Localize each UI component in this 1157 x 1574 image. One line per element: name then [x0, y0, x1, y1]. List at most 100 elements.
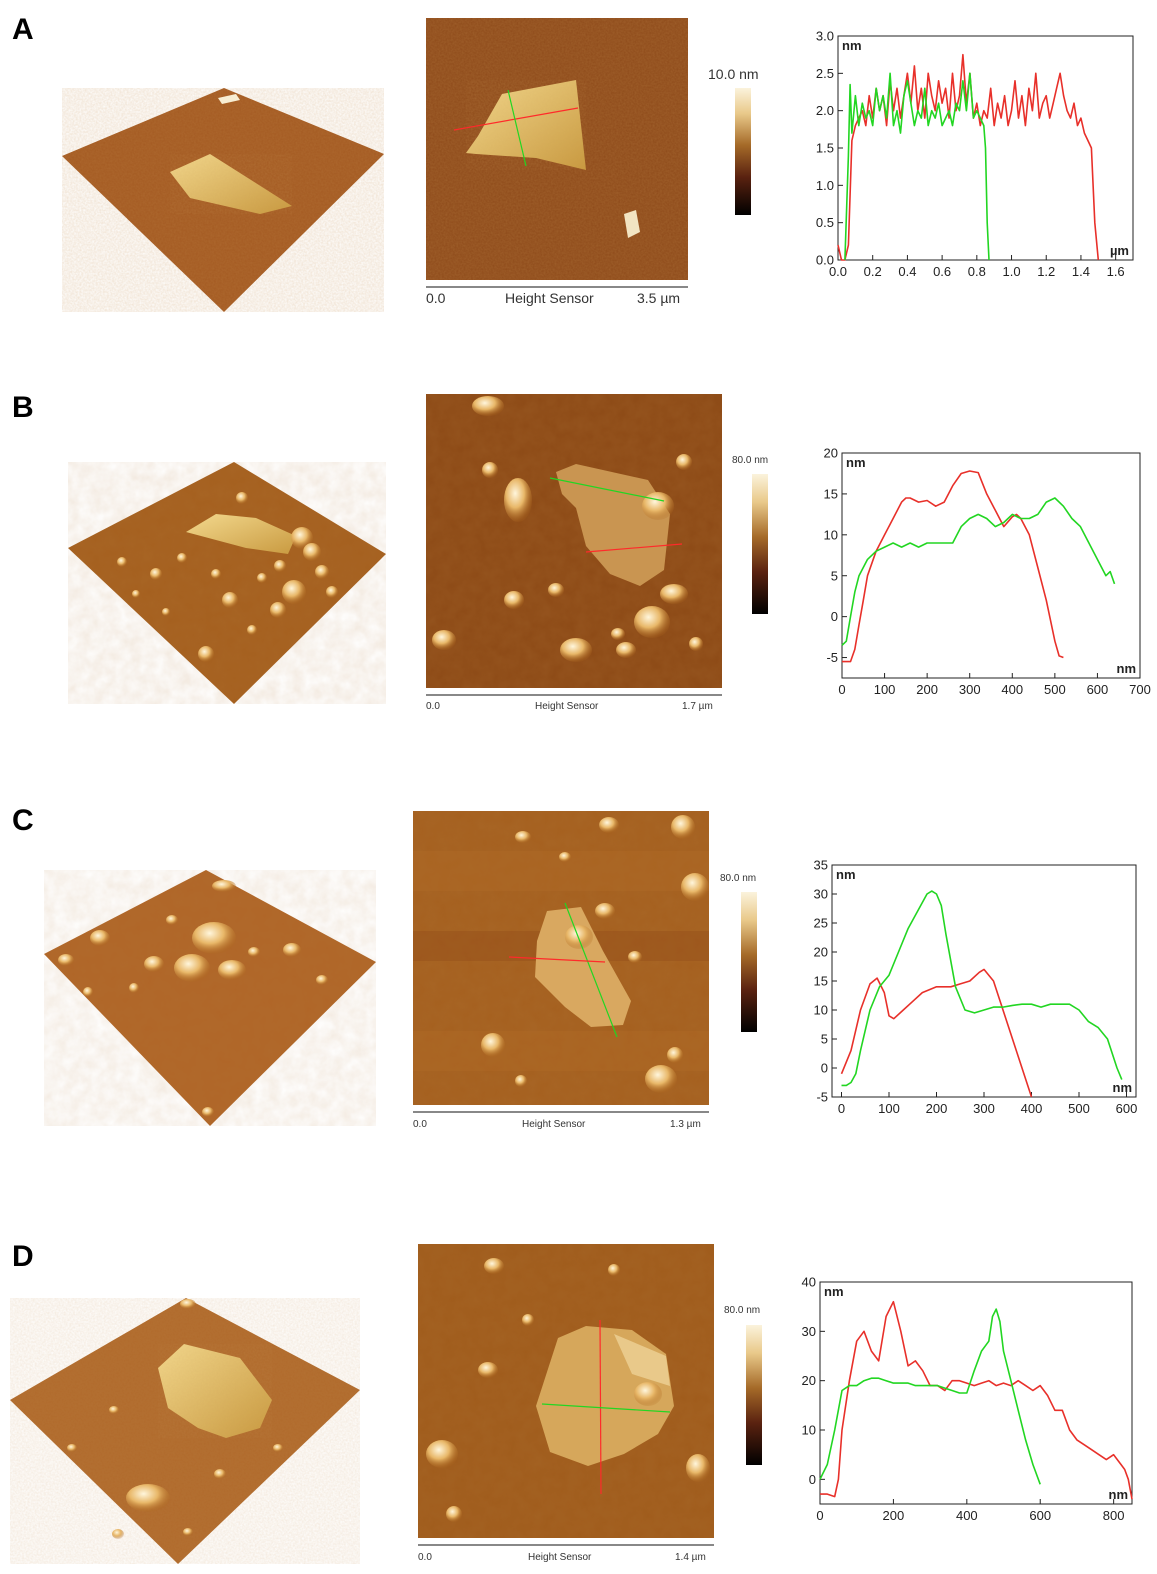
- y-tick-label: 30: [802, 1324, 816, 1339]
- scale-title-a: Height Sensor: [505, 290, 594, 306]
- x-tick-label: 1.6: [1107, 264, 1125, 279]
- scale-title-c: Height Sensor: [522, 1119, 586, 1130]
- y-tick-label: 1.5: [816, 141, 834, 156]
- panel-label-d: D: [12, 1240, 34, 1273]
- y-tick-label: 40: [802, 1275, 816, 1290]
- panel-label-a: A: [12, 13, 34, 46]
- y-tick-label: 0: [821, 1061, 828, 1076]
- x-tick-label: 0.0: [829, 264, 847, 279]
- x-tick-label: 1.2: [1037, 264, 1055, 279]
- colorbar-c: [741, 892, 757, 1032]
- x-tick-label: 0: [816, 1508, 823, 1523]
- x-tick-label: 0.6: [933, 264, 951, 279]
- colorbar-b: [752, 474, 768, 614]
- x-tick-label: 200: [926, 1101, 948, 1116]
- x-unit-label: µm: [1110, 243, 1129, 258]
- colorbar-max-b: 80.0 nm: [732, 455, 769, 466]
- x-unit-label: nm: [1109, 1487, 1129, 1502]
- afm-height-image-b: [426, 394, 722, 688]
- afm-3d-surface-b: [66, 462, 388, 706]
- scale-bar-a: [426, 286, 688, 288]
- scale-title-b: Height Sensor: [535, 701, 599, 712]
- y-tick-label: 2.5: [816, 66, 834, 81]
- green-profile-line: [819, 1308, 1041, 1485]
- y-tick-label: 15: [824, 486, 838, 501]
- y-tick-label: 35: [814, 858, 828, 873]
- afm-height-image-c: [413, 811, 709, 1105]
- scale-end-b: 1.7 µm: [682, 701, 713, 712]
- x-tick-label: 200: [883, 1508, 905, 1523]
- plot-frame: [819, 1281, 1133, 1505]
- scale-start-c: 0.0: [413, 1119, 427, 1130]
- scale-end-c: 1.3 µm: [670, 1119, 701, 1130]
- colorbar-d: [746, 1325, 762, 1465]
- x-tick-label: 1.4: [1072, 264, 1090, 279]
- y-tick-label: 20: [824, 446, 838, 461]
- y-tick-label: 15: [814, 974, 828, 989]
- x-tick-label: 0: [838, 1101, 845, 1116]
- afm-3d-surface-c: [42, 870, 378, 1128]
- x-tick-label: 0: [838, 682, 845, 697]
- y-unit-label: nm: [842, 38, 862, 53]
- height-profile-plot-a: 0.0 0.5 1.0 1.5 2.0 2.5 3.0 0.0 0.2 0.4 0.6 0.8 1.0 1…: [0, 0, 1157, 330]
- colorbar-max-d: 80.0 nm: [724, 1305, 761, 1316]
- x-tick-label: 1.0: [1002, 264, 1020, 279]
- y-tick-label: -5: [816, 1090, 828, 1105]
- y-tick-label: 20: [814, 945, 828, 960]
- red-profile-line: [840, 968, 1033, 1098]
- red-profile-line: [842, 470, 1064, 663]
- x-tick-label: 300: [973, 1101, 995, 1116]
- x-tick-label: 800: [1103, 1508, 1125, 1523]
- x-tick-label: 600: [1116, 1101, 1138, 1116]
- height-profile-plot-b: -5 0 5 10 15 20 0 100 200 300 400 500 600 700 nm nm: [0, 0, 1157, 740]
- x-tick-label: 500: [1044, 682, 1066, 697]
- y-tick-label: 0: [809, 1472, 816, 1487]
- y-tick-label: 1.0: [816, 178, 834, 193]
- afm-height-image-a: [426, 18, 688, 280]
- y-unit-label: nm: [824, 1284, 844, 1299]
- y-tick-label: 10: [814, 1003, 828, 1018]
- scale-bar-b: [426, 694, 722, 696]
- y-tick-label: -5: [826, 650, 838, 665]
- y-unit-label: nm: [846, 455, 866, 470]
- x-tick-label: 500: [1068, 1101, 1090, 1116]
- y-tick-label: 0.0: [816, 253, 834, 268]
- x-tick-label: 0.4: [898, 264, 916, 279]
- x-tick-label: 400: [1001, 682, 1023, 697]
- y-tick-label: 5: [831, 568, 838, 583]
- x-tick-label: 100: [878, 1101, 900, 1116]
- x-tick-label: 0.8: [968, 264, 986, 279]
- green-profile-line: [844, 72, 990, 261]
- plot-frame: [841, 452, 1141, 679]
- x-tick-label: 0.2: [864, 264, 882, 279]
- panel-label-c: C: [12, 804, 34, 837]
- scale-bar-d: [418, 1544, 714, 1546]
- x-tick-label: 200: [916, 682, 938, 697]
- x-tick-label: 700: [1129, 682, 1151, 697]
- colorbar-max-a: 10.0 nm: [708, 66, 759, 82]
- y-tick-label: 5: [821, 1032, 828, 1047]
- y-tick-label: 20: [802, 1373, 816, 1388]
- scale-end-d: 1.4 µm: [675, 1552, 706, 1563]
- y-tick-label: 10: [824, 527, 838, 542]
- scale-start-d: 0.0: [418, 1552, 432, 1563]
- y-tick-label: 3.0: [816, 29, 834, 44]
- scale-bar-c: [413, 1111, 709, 1113]
- x-tick-label: 600: [1087, 682, 1109, 697]
- scale-start-a: 0.0: [426, 290, 446, 306]
- scale-title-d: Height Sensor: [528, 1552, 592, 1563]
- y-tick-label: 0: [831, 609, 838, 624]
- y-tick-label: 0.5: [816, 215, 834, 230]
- y-unit-label: nm: [836, 867, 856, 882]
- x-unit-label: nm: [1117, 661, 1137, 676]
- green-profile-line: [841, 890, 1123, 1087]
- x-tick-label: 400: [956, 1508, 978, 1523]
- y-tick-label: 25: [814, 916, 828, 931]
- y-tick-label: 30: [814, 887, 828, 902]
- afm-height-image-d: [418, 1244, 714, 1538]
- x-tick-label: 100: [874, 682, 896, 697]
- plot-frame: [831, 864, 1137, 1098]
- x-tick-label: 400: [1021, 1101, 1043, 1116]
- scale-start-b: 0.0: [426, 701, 440, 712]
